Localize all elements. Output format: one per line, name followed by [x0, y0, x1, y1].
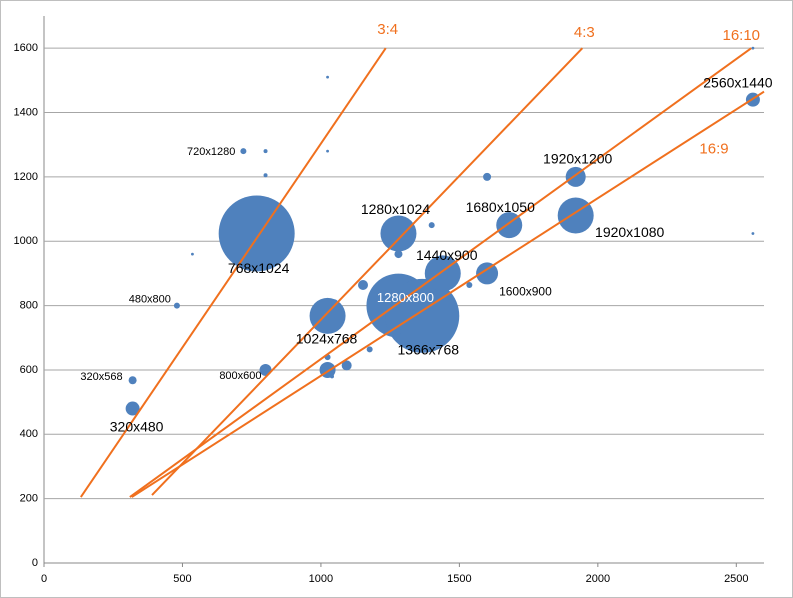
- x-tick-label: 0: [41, 573, 47, 585]
- ratio-line: [131, 90, 765, 498]
- bubble: [557, 197, 594, 234]
- y-tick-label: 1400: [14, 106, 38, 118]
- data-label: 480x800: [129, 293, 171, 305]
- data-label: 1920x1200: [543, 151, 613, 167]
- bubble: [385, 278, 460, 353]
- data-label: 768x1024: [228, 260, 290, 276]
- y-tick-label: 0: [32, 557, 38, 569]
- grid: 0 200 400 600 800 1000 1200 1400 1600 0 500 1000 150…: [14, 42, 764, 585]
- data-label: 1366x768: [398, 342, 460, 358]
- bubble: [358, 279, 369, 290]
- ratio-label: 16:10: [722, 27, 760, 44]
- bubble: [191, 252, 194, 256]
- bubble: [326, 149, 329, 153]
- bubble: [128, 376, 137, 385]
- bubble: [476, 262, 499, 285]
- bubble: [751, 46, 755, 50]
- y-tick-label: 1200: [14, 171, 38, 183]
- y-tick-label: 400: [20, 428, 38, 440]
- bubble: [341, 360, 352, 371]
- data-label: 1440x900: [416, 247, 478, 263]
- ratio-line: [129, 47, 752, 498]
- x-tick-label: 500: [173, 573, 191, 585]
- bubble: [326, 75, 329, 79]
- ratio-label: 16:9: [699, 141, 728, 158]
- ratio-label: 4:3: [574, 24, 595, 41]
- bubble: [218, 195, 295, 272]
- bubble: [751, 232, 755, 235]
- bubble: [240, 148, 247, 155]
- data-label: 2560x1440: [703, 74, 773, 90]
- bubble: [263, 173, 268, 178]
- y-tick-label: 1000: [14, 235, 38, 247]
- bubble: [395, 328, 402, 335]
- y-tick-label: 200: [20, 493, 38, 505]
- data-label: 1024x768: [296, 331, 358, 347]
- bubble: [483, 172, 492, 181]
- ratio-line: [80, 47, 387, 498]
- bubble: [263, 149, 268, 154]
- bubble: [173, 302, 180, 309]
- ratio-lines: [80, 47, 765, 498]
- bubble: [125, 401, 140, 416]
- data-label: 800x600: [219, 370, 261, 382]
- data-label: 720x1280: [187, 146, 235, 158]
- y-tick-label: 1600: [14, 42, 38, 54]
- y-tick-label: 600: [20, 364, 38, 376]
- x-tick-label: 1000: [309, 573, 333, 585]
- data-label: 320x480: [110, 418, 164, 434]
- x-tick-label: 2500: [724, 573, 748, 585]
- data-label: 1600x900: [499, 285, 552, 299]
- bubble: [394, 250, 403, 259]
- labels: 320x480 320x568 480x800 720x1280 768x1024 800…: [80, 21, 772, 434]
- data-label: 1280x800: [377, 290, 434, 305]
- bubble: [330, 374, 334, 379]
- data-label: 1920x1080: [595, 224, 665, 240]
- bubble: [309, 297, 346, 334]
- data-label: 320x568: [80, 371, 122, 383]
- x-tick-label: 1500: [447, 573, 471, 585]
- ratio-line: [151, 47, 584, 496]
- bubble: [380, 215, 417, 252]
- y-tick-label: 800: [20, 299, 38, 311]
- x-tick-label: 2000: [586, 573, 610, 585]
- bubble: [466, 281, 473, 288]
- ratio-label: 3:4: [377, 21, 398, 38]
- bubble: [428, 222, 435, 229]
- bubble: [366, 346, 373, 353]
- data-label: 1680x1050: [466, 199, 536, 215]
- data-label: 1280x1024: [361, 201, 431, 217]
